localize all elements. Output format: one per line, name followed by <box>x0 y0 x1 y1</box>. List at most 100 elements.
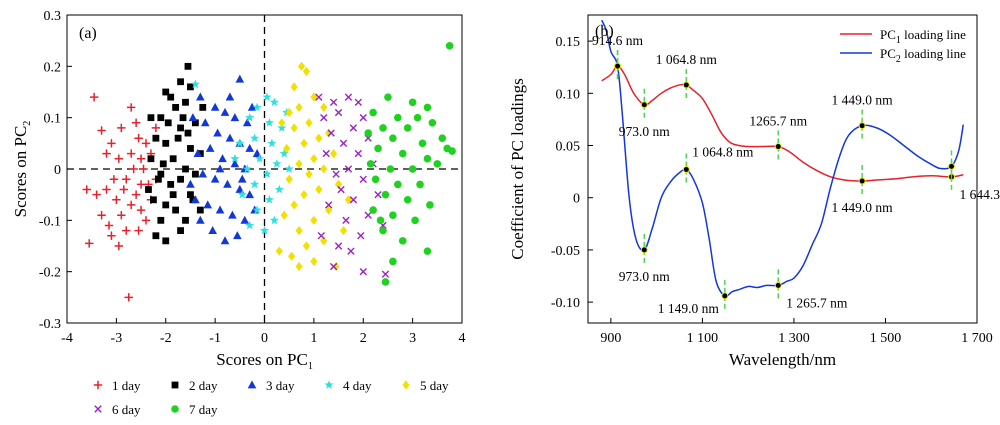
data-point <box>445 42 454 50</box>
data-point <box>337 185 345 194</box>
data-point <box>114 241 124 251</box>
data-point <box>182 165 189 173</box>
wavelength-marker: 973.0 nm <box>619 88 671 139</box>
data-point <box>245 112 255 122</box>
data-point <box>154 175 162 183</box>
x-tick-label: 1 500 <box>870 331 902 346</box>
data-point <box>300 190 308 200</box>
marker-dot <box>858 177 866 185</box>
marker-label: 1 644.3 nm <box>960 187 1000 202</box>
data-point <box>364 211 372 219</box>
data-point <box>82 185 91 194</box>
data-point <box>310 256 318 266</box>
data-point <box>366 160 375 168</box>
legend-label: 1 day <box>112 378 141 393</box>
data-point <box>272 159 282 168</box>
marker-dot <box>774 281 782 289</box>
legend-item: 2 day <box>171 378 218 393</box>
data-point <box>179 114 187 122</box>
data-point <box>190 79 200 89</box>
data-point <box>191 170 199 178</box>
y-tick-label: 0 <box>54 163 61 178</box>
data-point <box>264 195 274 204</box>
series-5-day <box>275 61 353 272</box>
legend-label: PC1 loading line <box>880 27 966 46</box>
data-point <box>389 211 397 219</box>
data-point <box>349 196 358 204</box>
series-2-day <box>145 62 207 245</box>
data-point <box>320 113 328 122</box>
data-point <box>210 102 220 111</box>
data-point <box>131 190 141 199</box>
data-point <box>218 154 227 163</box>
data-point <box>295 102 303 112</box>
data-point <box>112 195 121 204</box>
data-point <box>374 144 382 153</box>
marker-dot <box>858 122 866 130</box>
data-point <box>147 114 155 122</box>
x-tick-label: -3 <box>111 331 123 346</box>
data-point <box>275 246 283 256</box>
data-point <box>196 206 204 214</box>
data-point <box>162 237 170 245</box>
data-point <box>423 247 432 255</box>
data-point <box>339 139 348 148</box>
data-point <box>357 232 365 240</box>
data-point <box>117 123 126 133</box>
data-point <box>169 191 177 199</box>
data-point <box>134 226 143 235</box>
y-tick-label: -0.3 <box>39 317 61 332</box>
data-point <box>199 104 207 111</box>
data-point <box>139 164 148 174</box>
legend-label: 7 day <box>189 402 218 417</box>
data-point <box>255 153 265 163</box>
data-point <box>305 118 313 128</box>
data-point <box>240 215 250 224</box>
data-point <box>371 175 380 184</box>
data-point <box>247 102 257 111</box>
data-point <box>230 113 240 122</box>
data-point <box>269 215 279 225</box>
data-point <box>237 189 247 199</box>
data-point <box>184 62 192 70</box>
data-point <box>302 66 311 77</box>
data-point <box>242 118 252 127</box>
data-point <box>245 220 255 230</box>
data-point <box>332 170 340 178</box>
data-point <box>200 118 210 127</box>
series-4-day <box>190 79 294 235</box>
marker-label: 973.0 nm <box>619 124 671 139</box>
data-point <box>164 119 172 127</box>
data-point <box>122 175 131 184</box>
y-tick-label: 0.10 <box>556 87 581 102</box>
data-point <box>347 247 355 255</box>
x-tick-label: 3 <box>409 331 416 346</box>
data-point <box>413 113 422 122</box>
legend-marker <box>93 380 103 390</box>
data-point <box>208 226 217 234</box>
data-point <box>384 93 392 101</box>
data-point <box>152 232 160 240</box>
x-tick-label: 1 100 <box>687 331 719 346</box>
data-point <box>198 169 208 178</box>
legend-marker <box>171 405 179 413</box>
marker-dot <box>640 246 648 254</box>
data-point <box>196 215 205 224</box>
data-point <box>423 103 432 112</box>
legend-label: 2 day <box>189 378 218 393</box>
data-point <box>203 200 213 209</box>
data-point <box>295 226 303 236</box>
line-panel-b: 900 1 100 1 300 1 500 1 700 0.15 0.10 0.05 0 -0.0… <box>508 14 1000 369</box>
x-tick-label: 1 700 <box>961 331 993 346</box>
data-point <box>191 119 199 127</box>
data-point <box>330 149 338 159</box>
data-point <box>354 149 363 158</box>
marker-label: 1265.7 nm <box>749 114 807 129</box>
data-point <box>235 74 245 83</box>
marker-dot <box>721 292 729 300</box>
data-point <box>381 278 390 286</box>
y-tick-label: -0.10 <box>551 296 580 311</box>
data-point <box>320 164 328 174</box>
data-point <box>89 92 99 102</box>
marker-dot <box>640 101 648 109</box>
